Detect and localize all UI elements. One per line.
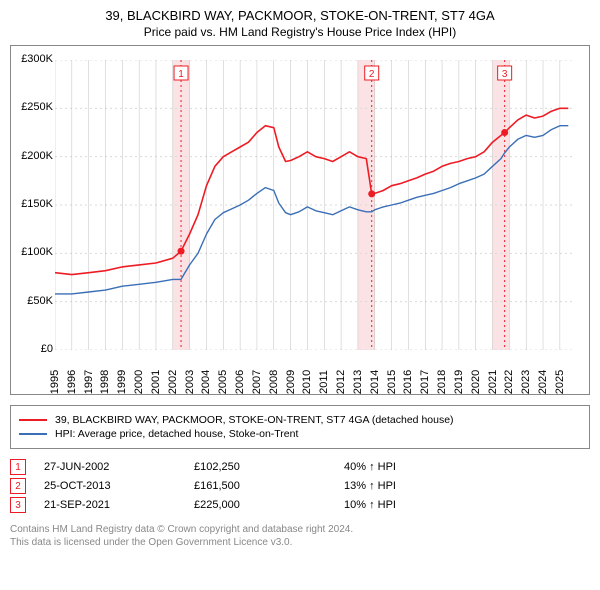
sale-marker-number-box: 1 [10,459,26,475]
x-axis-tick-label: 2019 [453,367,465,397]
x-axis-tick-label: 2001 [150,367,162,397]
x-axis-tick-label: 1999 [116,367,128,397]
legend-label: 39, BLACKBIRD WAY, PACKMOOR, STOKE-ON-TR… [55,414,454,426]
x-axis-tick-label: 2011 [318,367,330,397]
x-axis-tick-label: 2010 [301,367,313,397]
x-axis-tick-label: 2006 [234,367,246,397]
x-axis-tick-label: 2005 [217,367,229,397]
sale-marker-number-box: 3 [10,497,26,513]
sale-marker-row: 2 25-OCT-2013£161,50013% ↑ HPI [10,478,590,494]
x-axis-tick-label: 1996 [66,367,78,397]
sale-marker-price: £225,000 [194,499,344,511]
sale-marker-number-box: 2 [10,478,26,494]
legend-swatch [19,433,47,435]
chart-plot-frame: £0 £50K £100K £150K £200K £250K £300K 1 2 3 1995… [10,45,590,395]
y-axis-tick-label: £100K [13,246,53,258]
chart-title-line2: Price paid vs. HM Land Registry's House … [10,25,590,39]
attribution-line2: This data is licensed under the Open Gov… [10,536,590,549]
legend-swatch [19,419,47,421]
attribution-text: Contains HM Land Registry data © Crown c… [10,523,590,549]
x-axis-tick-label: 2020 [470,367,482,397]
chart-legend: 39, BLACKBIRD WAY, PACKMOOR, STOKE-ON-TR… [10,405,590,449]
y-axis-tick-label: £50K [13,295,53,307]
x-axis-tick-label: 2018 [436,367,448,397]
x-axis-tick-label: 2021 [487,367,499,397]
x-axis-tick-label: 1998 [99,367,111,397]
x-axis-tick-label: 2015 [386,367,398,397]
x-axis-tick-label: 2013 [352,367,364,397]
svg-text:3: 3 [502,69,508,80]
sale-marker-date: 27-JUN-2002 [44,461,194,473]
sale-marker-price: £161,500 [194,480,344,492]
legend-item: 39, BLACKBIRD WAY, PACKMOOR, STOKE-ON-TR… [19,414,581,426]
legend-label: HPI: Average price, detached house, Stok… [55,428,298,440]
x-axis-tick-label: 2004 [200,367,212,397]
sale-marker-row: 1 27-JUN-2002£102,25040% ↑ HPI [10,459,590,475]
sale-marker-price: £102,250 [194,461,344,473]
x-axis-tick-label: 2025 [554,367,566,397]
x-axis-tick-label: 2023 [520,367,532,397]
x-axis-tick-label: 2002 [167,367,179,397]
chart-container: 39, BLACKBIRD WAY, PACKMOOR, STOKE-ON-TR… [0,0,600,555]
y-axis-tick-label: £250K [13,101,53,113]
x-axis-tick-label: 2008 [268,367,280,397]
sale-marker-date: 21-SEP-2021 [44,499,194,511]
y-axis-tick-label: £150K [13,198,53,210]
x-axis-tick-label: 2007 [251,367,263,397]
x-axis-tick-label: 2003 [184,367,196,397]
x-axis-tick-label: 2017 [419,367,431,397]
sale-marker-hpi-delta: 40% ↑ HPI [344,461,396,473]
x-axis-tick-label: 2022 [503,367,515,397]
x-axis-tick-label: 2012 [335,367,347,397]
x-axis-tick-label: 2016 [402,367,414,397]
sale-marker-date: 25-OCT-2013 [44,480,194,492]
x-axis-tick-label: 2009 [285,367,297,397]
y-axis-tick-label: £0 [13,343,53,355]
x-axis-tick-label: 1997 [83,367,95,397]
x-axis-tick-label: 1995 [49,367,61,397]
chart-title-line1: 39, BLACKBIRD WAY, PACKMOOR, STOKE-ON-TR… [10,8,590,23]
y-axis-tick-label: £300K [13,53,53,65]
attribution-line1: Contains HM Land Registry data © Crown c… [10,523,590,536]
y-axis-tick-label: £200K [13,150,53,162]
sale-markers-table: 1 27-JUN-2002£102,25040% ↑ HPI 2 25-OCT-201… [10,459,590,513]
x-axis-tick-label: 2000 [133,367,145,397]
x-axis-tick-label: 2024 [537,367,549,397]
svg-text:1: 1 [178,69,184,80]
x-axis-tick-label: 2014 [369,367,381,397]
sale-marker-row: 3 21-SEP-2021£225,00010% ↑ HPI [10,497,590,513]
chart-plot-svg: 1 2 3 [55,60,575,350]
legend-item: HPI: Average price, detached house, Stok… [19,428,581,440]
sale-marker-hpi-delta: 10% ↑ HPI [344,499,396,511]
svg-text:2: 2 [369,69,375,80]
sale-marker-hpi-delta: 13% ↑ HPI [344,480,396,492]
